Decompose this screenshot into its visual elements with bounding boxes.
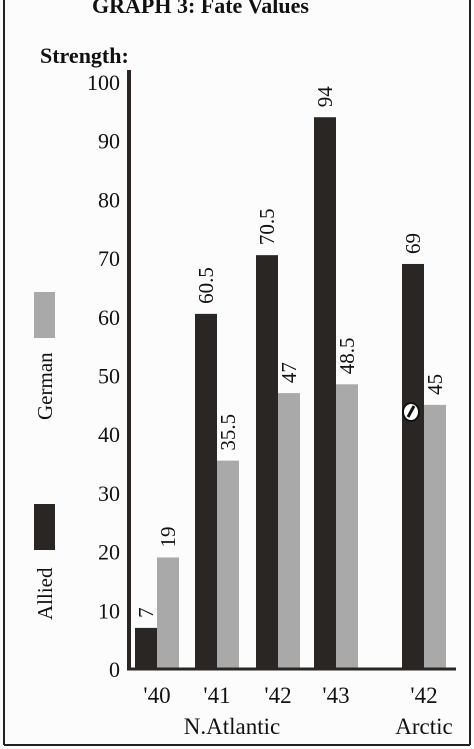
x-tick-label: '41 [203, 683, 230, 708]
bar-german [157, 557, 179, 669]
x-tick-label: '40 [143, 683, 170, 708]
y-tick-label: 10 [98, 598, 120, 623]
legend-label-german: German [33, 352, 57, 420]
x-tick-label: '43 [322, 683, 349, 708]
value-label-allied: 7 [134, 607, 158, 618]
value-label-allied: 60.5 [194, 267, 218, 304]
value-labels: 7 19 60.5 35.5 70.5 47 94 48.5 69 45 [134, 86, 447, 618]
bar-german [217, 460, 239, 669]
x-group-label: N.Atlantic [184, 714, 280, 739]
value-label-allied: 69 [401, 233, 425, 254]
bar-allied [135, 627, 157, 669]
value-label-allied: 70.5 [255, 208, 279, 245]
x-axis-groups: N.Atlantic Arctic [184, 714, 453, 739]
x-group-label: Arctic [395, 714, 452, 739]
legend-swatch-allied [34, 504, 55, 550]
value-label-german: 47 [277, 362, 301, 383]
value-label-german: 45 [423, 374, 447, 395]
x-tick-label: '42 [264, 683, 291, 708]
y-tick-label: 50 [98, 364, 120, 389]
y-tick-label: 70 [98, 246, 120, 271]
bar-allied [256, 255, 278, 670]
chart-title: GRAPH 3: Fate Values [92, 0, 309, 18]
bar-allied [402, 263, 424, 669]
x-axis-ticks: '40 '41 '42 '43 '42 [143, 683, 437, 708]
annotation-marker-icon [402, 402, 420, 422]
y-tick-label: 100 [87, 70, 120, 95]
y-tick-label: 40 [98, 422, 120, 447]
y-axis-ticks: 0 10 20 30 40 50 60 70 80 90 100 [87, 70, 120, 682]
y-tick-label: 60 [98, 305, 120, 330]
legend-label-allied: Allied [33, 567, 57, 620]
y-tick-label: 0 [109, 657, 120, 682]
value-label-german: 35.5 [216, 414, 240, 451]
bar-allied [195, 313, 217, 669]
y-tick-label: 30 [98, 481, 120, 506]
value-label-german: 19 [156, 526, 180, 547]
x-tick-label: '42 [410, 683, 437, 708]
legend-swatch-german [34, 292, 55, 338]
bar-german [336, 384, 358, 669]
y-tick-label: 20 [98, 540, 120, 565]
y-axis-title: Strength: [40, 43, 129, 68]
bar-german [424, 404, 446, 669]
value-label-allied: 94 [313, 86, 337, 108]
y-tick-label: 80 [98, 187, 120, 212]
bar-series [135, 117, 446, 670]
bar-german [278, 393, 300, 669]
legend: German Allied [33, 292, 57, 620]
value-label-german: 48.5 [335, 338, 359, 375]
bar-allied [314, 117, 336, 670]
y-tick-label: 90 [98, 129, 120, 154]
